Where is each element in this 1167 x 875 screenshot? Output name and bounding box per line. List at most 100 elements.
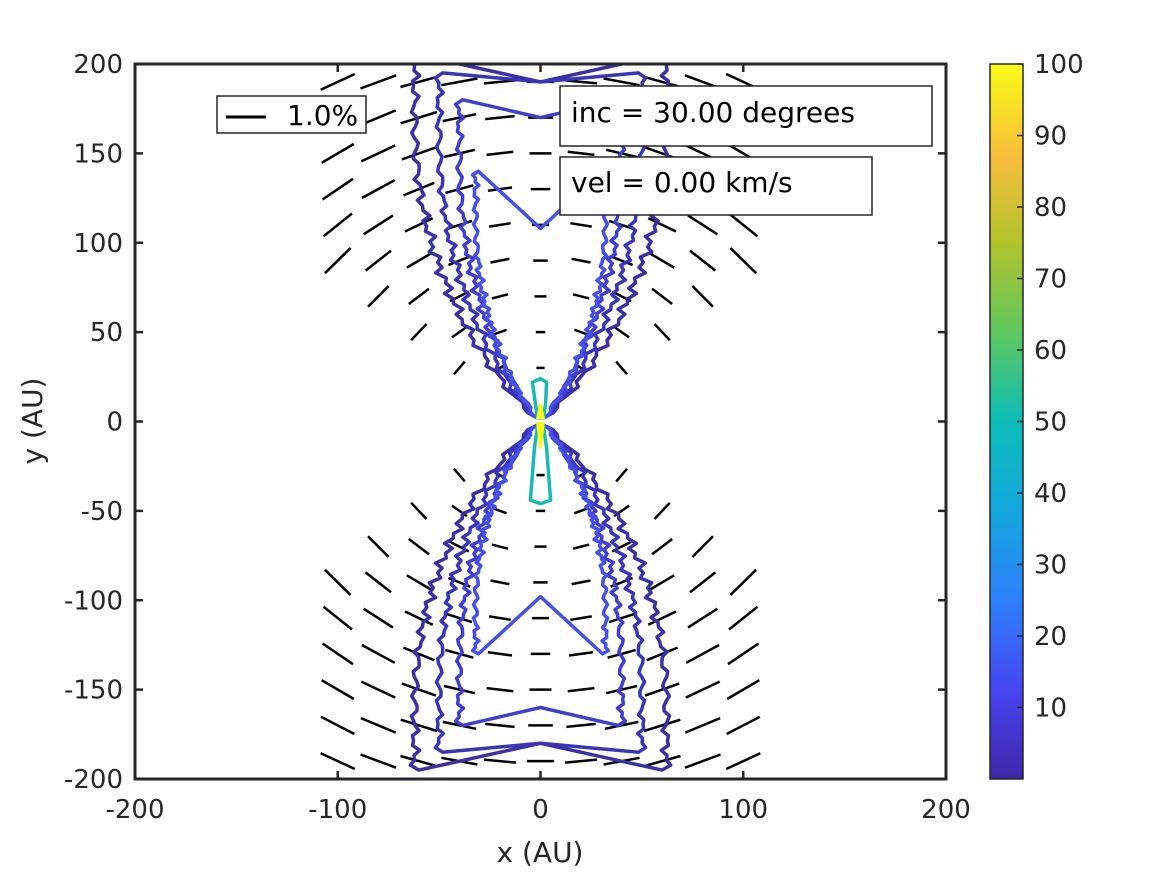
colorbar-tick-label: 20 [1034,622,1067,652]
y-tick-labels: 200 150 100 50 0 -50 -100 -150 -200 [64,50,123,795]
polarization-vector [485,114,515,121]
polarization-vector [726,715,761,736]
polarization-vector [653,323,671,342]
contour-line [535,403,546,420]
y-tick-label: -150 [64,676,123,706]
polarization-vector [643,754,681,768]
polarization-vector [364,571,392,594]
polarization-vector [360,680,396,699]
polarization-vector [483,758,517,764]
polarization-vector [647,217,677,233]
polarization-vector [570,221,592,228]
polarization-vector [320,752,356,771]
polarization-vector [321,642,354,666]
contour-lines [408,64,673,772]
x-tick-label: -200 [105,795,164,825]
axis-ticks [133,62,948,781]
polarization-vector [360,716,397,734]
polarization-vector [367,535,390,558]
polarization-vector [608,612,635,624]
polarization-vector [408,287,430,305]
polarization-vector [441,77,478,87]
polarization-vector [443,684,476,695]
y-tick-label: -50 [81,497,123,527]
polarization-vector [568,650,594,657]
polarization-vector [408,538,430,556]
polarization-vector [689,249,717,272]
polarization-vector [573,328,589,336]
polarization-vector [691,535,714,558]
colorbar: 100 90 80 70 60 50 40 30 20 10 [989,50,1084,780]
polarization-vector [361,643,396,664]
contour-line [453,423,628,728]
polarization-vector [643,718,681,733]
inclination-box [559,85,933,147]
polarization-vector [727,642,760,666]
polarization-vector [360,74,397,90]
polarization-vector [400,718,438,733]
polarization-vector [651,287,673,305]
polarization-vector [402,181,435,197]
polarization-vector [646,646,679,662]
polarization-vector [564,758,598,764]
polarization-vector [610,255,634,267]
polarization-vector [489,615,511,622]
polarization-vector [615,360,628,376]
polarization-vector [320,72,356,91]
legend-frame [216,95,367,134]
colorbar-tick-label: 10 [1034,694,1067,724]
polarization-vector [647,610,677,626]
polarization-vector [400,110,438,125]
polarization-vector [571,579,591,586]
polarization-vector [613,325,630,339]
polarization-vector [492,328,508,336]
polarization-vector [567,150,595,157]
polarization-vector [362,214,394,236]
polarization-vector [361,179,396,200]
inclination-text: inc = 30.00 degrees [571,96,855,129]
y-tick-label: 100 [73,229,123,259]
colorbar-tick-label: 80 [1034,193,1067,223]
contour-line [536,422,545,449]
inclination-annotation: inc = 30.00 degrees [559,85,933,147]
polarization-vector [485,722,515,729]
polarization-vector [486,150,514,157]
polarization-vector [410,501,428,520]
polarization-vector [362,607,394,629]
polarization-vector [321,142,355,164]
polarization-vector [729,247,757,275]
polarization-vector [651,538,673,556]
polarization-vector [603,77,640,87]
polarization-vector [486,686,514,693]
y-tick-label: -100 [64,586,123,616]
contour-line [470,169,611,420]
polarization-vector [324,568,352,596]
polarization-vector [689,571,717,594]
polarization-vector [404,610,434,626]
polarization-vector [401,682,437,697]
polarization-vector [653,501,671,520]
polarization-vector [406,252,432,269]
polarization-vector [567,686,595,693]
polarization-vector [644,682,680,697]
polarization-vector [401,146,437,161]
polarization-vector [451,325,468,339]
colorbar-tick-label: 70 [1034,265,1067,295]
polarization-vector [572,543,590,550]
polarization-vector [684,716,721,734]
polarization-vector [491,543,509,550]
polarization-vector [492,507,508,515]
polarization-vector [321,679,355,701]
contour-line [453,98,628,420]
polarization-vector [410,323,428,342]
colorbar-tick-label: 40 [1034,479,1067,509]
y-tick-label: 200 [73,50,123,80]
y-tick-label: 50 [90,318,123,348]
x-tick-label: 200 [921,795,971,825]
polarization-vector [566,722,596,729]
polarization-vector [402,646,435,662]
polarization-vector [729,568,757,596]
polarization-vector [367,285,390,308]
polarization-vector [447,255,471,267]
